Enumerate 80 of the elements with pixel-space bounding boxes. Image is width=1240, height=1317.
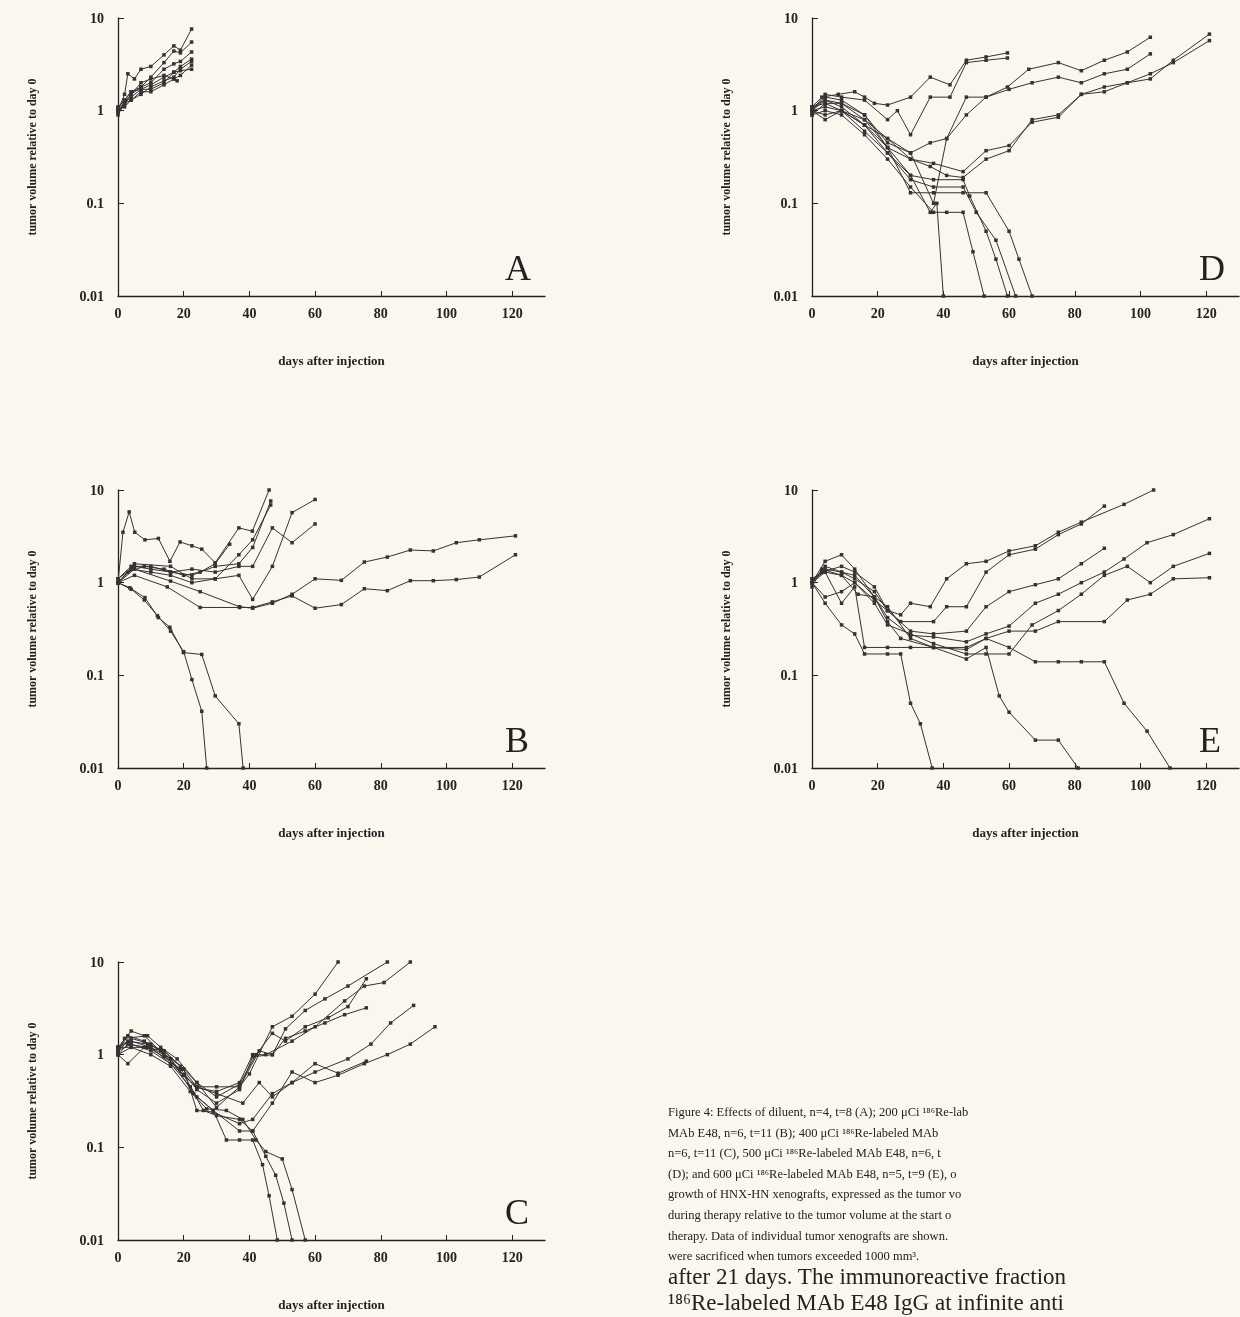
text: after 21 days. The immunoreactive fraction (668, 1264, 1067, 1290)
text: during therapy relative to the tumor volume at the start o (668, 1206, 953, 1224)
annotation: E (1199, 720, 1221, 760)
text: therapy. Data of individual tumor xenografts are shown. (668, 1227, 949, 1245)
y-tick-label: 10 (90, 954, 104, 970)
x-axis-title: days after injection (278, 1297, 386, 1312)
x-tick-label: 20 (870, 305, 885, 321)
x-tick-label: 20 (176, 1249, 191, 1265)
y-axis-title: tumor volume relative to day 0 (25, 1022, 39, 1180)
y-tick-label: 10 (784, 10, 798, 26)
x-tick-label: 120 (501, 777, 523, 793)
x-tick-label: 120 (1195, 305, 1217, 321)
x-tick-label: 40 (242, 777, 257, 793)
x-tick-label: 20 (870, 777, 885, 793)
y-tick-label: 10 (90, 10, 104, 26)
y-tick-label: 0.1 (86, 195, 104, 211)
text: were sacrificed when tumors exceeded 1000 mm³. (668, 1249, 920, 1264)
x-tick-label: 100 (1129, 777, 1151, 793)
x-tick-label: 20 (176, 305, 191, 321)
y-tick-label: 10 (784, 482, 798, 498)
x-tick-label: 100 (1129, 305, 1151, 321)
annotation: C (505, 1192, 530, 1232)
x-tick-label: 80 (373, 305, 388, 321)
x-tick-label: 80 (1067, 777, 1082, 793)
y-tick-label: 0.1 (86, 667, 104, 683)
text: (D); and 600 μCi ¹⁸⁶Re-labeled MAb E48, n=5, t=9 (E), o (668, 1165, 958, 1183)
x-axis-title: days after injection (278, 825, 386, 840)
x-tick-label: 120 (501, 1249, 523, 1265)
x-tick-label: 40 (242, 305, 257, 321)
x-tick-label: 0 (808, 777, 816, 793)
x-tick-label: 100 (435, 305, 457, 321)
y-axis-title: tumor volume relative to day 0 (25, 78, 39, 236)
x-tick-label: 40 (936, 777, 951, 793)
annotation: A (505, 248, 531, 288)
x-tick-label: 80 (1067, 305, 1082, 321)
y-tick-label: 1 (97, 103, 104, 119)
x-tick-label: 20 (176, 777, 191, 793)
caption: Figure 4: Effects of diluent, n=4, t=8 (A); 200 μCi ¹⁸⁶Re-lab (668, 1104, 969, 1121)
y-tick-label: 1 (97, 575, 104, 591)
text: n=6, t=11 (C), 500 μCi ¹⁸⁶Re-labeled MAb E48, n=6, t (668, 1145, 942, 1163)
y-tick-label: 0.1 (86, 1139, 104, 1155)
x-tick-label: 60 (1002, 305, 1017, 321)
y-axis-title: tumor volume relative to day 0 (25, 550, 39, 708)
x-tick-label: 0 (114, 305, 122, 321)
x-tick-label: 60 (308, 305, 323, 321)
x-axis-title: days after injection (278, 353, 386, 368)
y-tick-label: 0.1 (780, 667, 798, 683)
x-tick-label: 0 (808, 305, 816, 321)
y-tick-label: 0.01 (773, 760, 798, 776)
x-tick-label: 100 (435, 1249, 457, 1265)
annotation: B (505, 720, 530, 760)
y-tick-label: 1 (97, 1047, 104, 1063)
x-tick-label: 120 (1195, 777, 1217, 793)
x-tick-label: 80 (373, 777, 388, 793)
x-tick-label: 40 (936, 305, 951, 321)
x-tick-label: 60 (308, 1249, 323, 1265)
y-tick-label: 0.01 (79, 1232, 104, 1248)
y-tick-label: 10 (90, 482, 104, 498)
y-axis-title: tumor volume relative to day 0 (719, 78, 733, 236)
y-tick-label: 1 (791, 575, 798, 591)
y-tick-label: 0.1 (780, 195, 798, 211)
x-tick-label: 0 (114, 777, 122, 793)
y-tick-label: 0.01 (773, 288, 798, 304)
x-tick-label: 60 (1002, 777, 1017, 793)
y-tick-label: 0.01 (79, 760, 104, 776)
x-tick-label: 80 (373, 1249, 388, 1265)
x-axis-title: days after injection (972, 353, 1080, 368)
x-tick-label: 60 (308, 777, 323, 793)
text: MAb E48, n=6, t=11 (B); 400 μCi ¹⁸⁶Re-labeled MAb (668, 1124, 940, 1142)
x-axis-title: days after injection (972, 825, 1080, 840)
x-tick-label: 40 (242, 1249, 257, 1265)
x-tick-label: 0 (114, 1249, 122, 1265)
text: growth of HNX-HN xenografts, expressed as the tumor vo (668, 1186, 963, 1204)
x-tick-label: 120 (501, 305, 523, 321)
y-axis-title: tumor volume relative to day 0 (719, 550, 733, 708)
x-tick-label: 100 (435, 777, 457, 793)
text: ¹⁸⁶Re-labeled MAb E48 IgG at infinite anti (668, 1290, 1065, 1316)
y-tick-label: 0.01 (79, 288, 104, 304)
y-tick-label: 1 (791, 103, 798, 119)
annotation: D (1199, 248, 1225, 288)
